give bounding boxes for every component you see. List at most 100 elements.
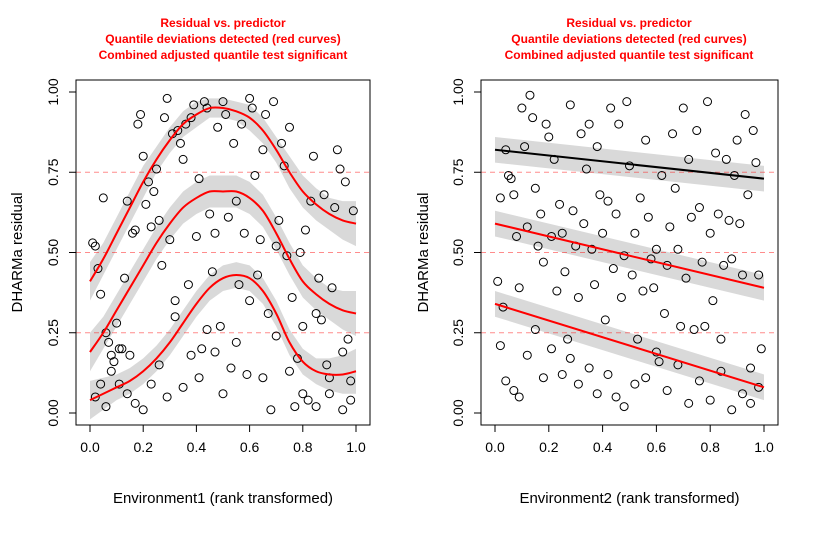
- residual-point: [136, 109, 146, 119]
- residual-point: [686, 212, 696, 222]
- residual-point: [530, 325, 540, 335]
- residual-point: [603, 369, 613, 379]
- residual-point: [592, 142, 602, 152]
- residual-point: [274, 215, 284, 225]
- residual-point: [509, 190, 519, 200]
- residual-point: [565, 100, 575, 110]
- residual-point: [743, 190, 753, 200]
- y-tick-label: 0.75: [450, 158, 466, 185]
- residual-point: [202, 325, 212, 335]
- residual-point: [308, 151, 318, 161]
- residual-point: [130, 398, 140, 408]
- y-tick-label: 0.75: [45, 158, 61, 185]
- residual-point: [587, 244, 597, 254]
- residual-point: [141, 199, 151, 209]
- residual-point: [245, 296, 255, 306]
- residual-point: [713, 209, 723, 219]
- residual-point: [261, 109, 271, 119]
- residual-point: [678, 103, 688, 113]
- residual-point: [159, 113, 169, 123]
- residual-point: [346, 395, 356, 405]
- residual-point: [514, 283, 524, 293]
- residual-point: [287, 292, 297, 302]
- y-tick-label: 0.25: [450, 319, 466, 346]
- residual-point: [183, 280, 193, 290]
- residual-point: [651, 244, 661, 254]
- residual-point: [138, 151, 148, 161]
- residual-point: [189, 100, 199, 110]
- residual-point: [109, 357, 119, 367]
- residual-point: [719, 260, 729, 270]
- residual-point: [525, 90, 535, 100]
- residual-point: [231, 196, 241, 206]
- quantile-fit-line-q0.5: [494, 222, 765, 289]
- y-tick-label: 0.50: [45, 239, 61, 266]
- chart-title-line: Residual vs. predictor: [160, 16, 286, 30]
- residual-point: [530, 183, 540, 193]
- residual-point: [303, 395, 313, 405]
- residual-point: [517, 103, 527, 113]
- residual-point: [298, 389, 308, 399]
- residual-point: [133, 119, 143, 129]
- residual-point: [668, 129, 678, 139]
- residual-point: [191, 231, 201, 241]
- residual-point: [501, 376, 511, 386]
- x-axis-label: Environment1 (rank transformed): [113, 490, 333, 507]
- residual-point: [138, 405, 148, 415]
- residual-point: [197, 344, 207, 354]
- x-tick-label: 0.6: [647, 439, 667, 455]
- residual-point: [557, 369, 567, 379]
- residual-point: [544, 132, 554, 142]
- residual-point: [122, 389, 132, 399]
- residual-point: [144, 177, 154, 187]
- residual-point: [327, 283, 337, 293]
- residual-point: [290, 402, 300, 412]
- residual-point: [727, 405, 737, 415]
- residual-point: [146, 222, 156, 232]
- residual-point: [218, 97, 228, 107]
- residual-point: [271, 241, 281, 251]
- quantile-fit-line-q0.5: [89, 190, 357, 353]
- residual-point: [120, 273, 130, 283]
- y-tick-label: 1.00: [45, 78, 61, 105]
- residual-point: [503, 170, 513, 180]
- residual-point: [298, 321, 308, 331]
- residual-point: [93, 264, 103, 274]
- x-tick-label: 0.4: [187, 439, 207, 455]
- residual-point: [269, 97, 279, 107]
- residual-point: [154, 360, 164, 370]
- quantile-fit-line-q0.25: [89, 273, 357, 402]
- residual-point: [727, 254, 737, 264]
- residual-point: [173, 126, 183, 136]
- residual-point: [205, 209, 215, 219]
- residual-point: [681, 273, 691, 283]
- residual-point: [165, 235, 175, 245]
- x-tick-label: 0.2: [133, 439, 153, 455]
- residual-point: [215, 321, 225, 331]
- residual-point: [606, 103, 616, 113]
- residual-point: [88, 238, 98, 248]
- residual-point: [563, 334, 573, 344]
- residual-point: [703, 97, 713, 107]
- residual-point: [90, 392, 100, 402]
- y-tick-label: 0.00: [450, 399, 466, 426]
- x-tick-label: 0.8: [293, 439, 313, 455]
- residual-point: [255, 235, 265, 245]
- residual-point: [178, 154, 188, 164]
- chart-title-line: Quantile deviations detected (red curves…: [511, 32, 746, 46]
- residual-point: [684, 154, 694, 164]
- residual-point: [218, 389, 228, 399]
- residual-point: [536, 209, 546, 219]
- residual-point: [616, 292, 626, 302]
- residual-point: [560, 267, 570, 277]
- residual-point: [178, 382, 188, 392]
- residual-point: [584, 119, 594, 129]
- residual-point: [154, 215, 164, 225]
- residual-point: [175, 138, 185, 148]
- residual-point: [226, 363, 236, 373]
- residual-point: [608, 264, 618, 274]
- residual-point: [263, 308, 273, 318]
- residual-point: [541, 119, 551, 129]
